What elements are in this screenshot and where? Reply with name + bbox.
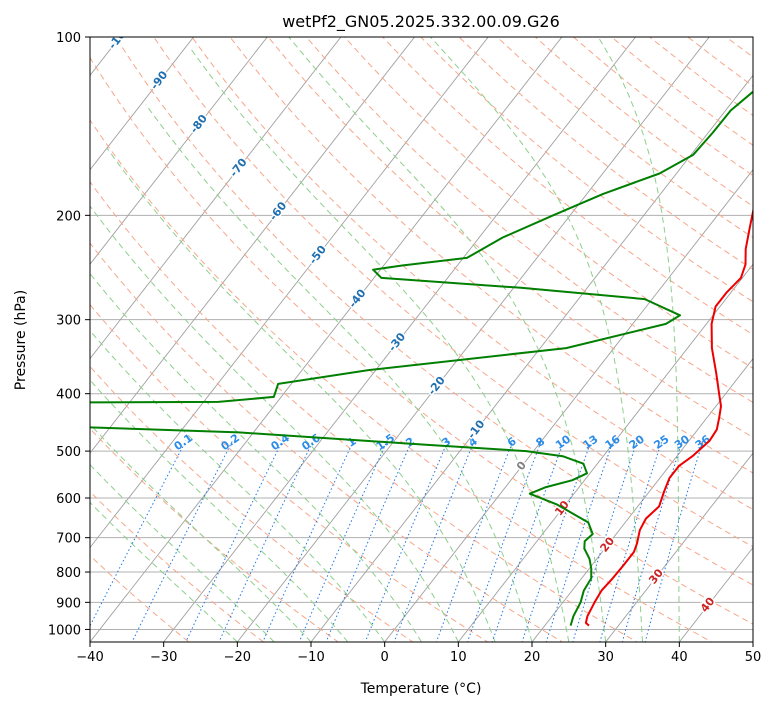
x-tick-label: 50 — [745, 650, 762, 665]
mixing-ratio-line — [491, 440, 565, 642]
moist-adiabats — [90, 37, 680, 642]
dry-adiabat — [90, 242, 564, 642]
plot-frame — [89, 36, 754, 643]
dry-adiabat — [90, 119, 713, 642]
isotherm-line — [457, 263, 753, 642]
x-axis-label: Temperature (°C) — [360, 681, 482, 697]
x-tick-label: 20 — [524, 650, 541, 665]
y-axis-label: Pressure (hPa) — [13, 290, 29, 390]
isotherm-line — [163, 37, 637, 642]
mixing-ratio-line — [644, 440, 704, 642]
dry-adiabat — [229, 37, 753, 474]
y-tick-label: 1000 — [48, 623, 81, 638]
isotherm-line — [90, 37, 268, 265]
moist-adiabat — [90, 501, 238, 642]
isotherm-line — [236, 37, 710, 642]
isotherm-line — [384, 169, 753, 642]
isotherm-line — [605, 452, 753, 642]
profile-series — [90, 90, 753, 627]
isotherm-line — [90, 37, 563, 642]
y-tick-label: 300 — [56, 314, 81, 329]
dry-adiabat — [153, 37, 753, 548]
moist-adiabat — [90, 205, 459, 642]
isotherm-line — [90, 37, 416, 454]
moist-adiabat — [430, 37, 643, 642]
dry-adiabat — [90, 490, 265, 642]
mixing-ratio-line — [621, 440, 683, 642]
moist-adiabat — [189, 46, 570, 642]
moist-adiabat — [90, 272, 422, 642]
dry-adiabat — [90, 365, 414, 642]
dry-adiabat — [90, 303, 489, 642]
x-axis-ticks: −40 −30 −20 −10 0 10 20 30 40 50 — [76, 642, 761, 665]
mixing-ratio-line — [185, 440, 283, 642]
mixing-ratio-line — [545, 440, 614, 642]
mixing-ratio-lines — [90, 440, 704, 642]
dry-adiabat — [115, 37, 753, 586]
y-tick-label: 500 — [56, 445, 81, 460]
dry-adiabat — [343, 37, 753, 369]
y-axis-ticks: 1000 900 800 700 600 500 400 300 200 100 — [48, 31, 90, 638]
mixing-ratio-line — [521, 440, 592, 642]
y-tick-label: 900 — [56, 596, 81, 611]
chart-title: wetPf2_GN05.2025.332.00.09.G26 — [282, 12, 560, 32]
pressure-gridlines — [90, 37, 753, 630]
y-tick-label: 800 — [56, 566, 81, 581]
moist-adiabat — [106, 147, 496, 642]
isotherms — [90, 37, 753, 642]
isotherm-line — [310, 74, 753, 642]
x-tick-label: −30 — [150, 650, 177, 665]
plot-background — [90, 37, 753, 642]
dry-adiabat — [90, 56, 753, 625]
x-tick-label: 30 — [597, 650, 614, 665]
mixing-ratio-line — [325, 440, 413, 642]
x-tick-label: −10 — [297, 650, 324, 665]
moist-adiabat — [288, 37, 607, 642]
x-tick-label: 40 — [671, 650, 688, 665]
x-tick-label: 10 — [450, 650, 467, 665]
x-tick-label: −40 — [76, 650, 103, 665]
isotherm-line — [90, 37, 342, 360]
dry-adiabat — [90, 427, 340, 642]
x-tick-label: −20 — [224, 650, 251, 665]
isotherm-line — [90, 37, 489, 549]
dry-adiabat — [267, 37, 753, 438]
dewpoint-line — [90, 90, 753, 626]
y-tick-label: 200 — [56, 209, 81, 224]
moist-adiabat — [90, 329, 386, 642]
dry-adiabat — [90, 181, 639, 642]
y-tick-label: 100 — [56, 31, 81, 46]
moist-adiabat — [597, 37, 680, 642]
y-tick-label: 400 — [56, 388, 81, 403]
mixing-ratio-line — [298, 440, 388, 642]
moist-adiabat — [90, 463, 275, 642]
y-tick-label: 700 — [56, 532, 81, 547]
y-tick-label: 600 — [56, 492, 81, 507]
x-tick-label: 0 — [381, 650, 389, 665]
moist-adiabat — [145, 104, 533, 642]
moist-adiabat — [90, 379, 349, 642]
mixing-ratio-line — [131, 440, 234, 642]
temperature-line — [584, 206, 753, 627]
isotherm-line — [90, 37, 195, 171]
dry-adiabat — [381, 37, 753, 336]
mixing-ratio-line — [262, 440, 355, 642]
isotherm-line — [531, 357, 753, 642]
mixing-ratio-line — [364, 440, 449, 642]
mixing-ratio-line — [572, 440, 638, 642]
